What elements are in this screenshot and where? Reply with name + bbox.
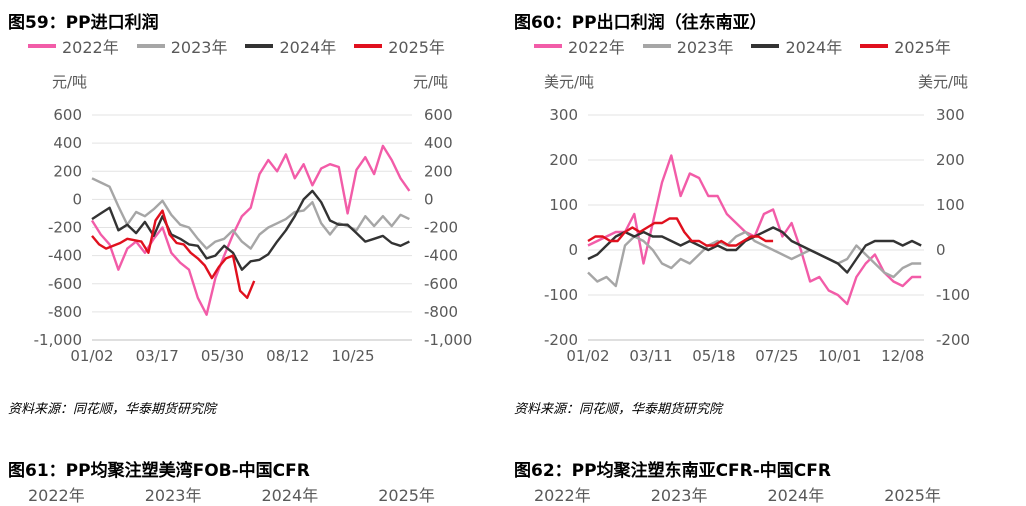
source-note: 资料来源：同花顺，华泰期货研究院 [514,402,723,417]
y-tick-label-right: -800 [424,303,458,321]
y-tick-label-left: 600 [53,106,82,124]
series-line-s2025 [91,209,256,300]
chart-title: 图59：PP进口利润 [8,13,159,33]
y-tick-label-right: -200 [424,219,458,237]
y-axis-unit-left: 元/吨 [52,73,88,91]
y-tick-label-left: -1,000 [34,331,82,349]
y-tick-label-left: -400 [48,247,82,265]
x-tick-label: 01/02 [70,347,113,365]
source-note: 资料来源：同花顺，华泰期货研究院 [8,402,217,417]
y-tick-label-left: 0 [568,241,578,259]
legend-item-2022: 2022年 [28,34,119,58]
y-tick-label-right: -1,000 [424,331,472,349]
y-tick-label-left: -200 [544,331,578,349]
y-tick-label-left: 200 [53,162,82,180]
legend-item-2024: 2024年 [245,34,336,58]
x-tick-label: 05/30 [201,347,244,365]
y-axis-unit-right: 美元/吨 [918,73,969,91]
y-tick-label-right: 200 [424,162,453,180]
x-tick-label: 05/18 [692,347,735,365]
y-tick-label-right: 600 [424,106,453,124]
y-tick-label-right: -200 [936,331,970,349]
y-tick-label-left: 300 [549,106,578,124]
legend-item-2024: 2024年 [751,34,842,58]
series-line-s2024 [91,189,410,271]
y-tick-label-right: 100 [936,196,965,214]
legend-item-2023: 2023年 [642,34,733,58]
y-tick-label-right: 400 [424,134,453,152]
chart-legend: 2022年 2023年 2024年 2025年 [28,34,463,58]
x-tick-label: 07/25 [755,347,798,365]
y-tick-label-right: -400 [424,247,458,265]
legend-item-2025: 2025年 [354,34,445,58]
series-line-s2025 [587,217,774,247]
y-tick-label-right: -600 [424,275,458,293]
y-axis-unit-left: 美元/吨 [544,73,595,91]
y-axis-unit-right: 元/吨 [413,73,449,91]
y-tick-label-left: 100 [549,196,578,214]
series-line-s2023 [587,230,922,288]
chart-panel-right: 图60：PP出口利润（往东南亚） 2022年 2023年 2024年 2025年… [506,0,1019,505]
y-tick-label-right: -100 [936,286,970,304]
y-tick-label-left: 400 [53,134,82,152]
y-tick-label-right: 300 [936,106,965,124]
next-figure-legend: 2022年 2023年 2024年 2025年 [28,486,435,505]
y-tick-label-right: 0 [936,241,946,259]
chart-legend: 2022年 2023年 2024年 2025年 [534,34,969,58]
next-figure-title: 图62：PP均聚注塑东南亚CFR-中国CFR [514,461,831,481]
y-tick-label-left: 200 [549,151,578,169]
x-tick-label: 10/25 [331,347,374,365]
legend-item-2023: 2023年 [136,34,227,58]
series-line-s2022 [90,144,411,316]
y-tick-label-right: 200 [936,151,965,169]
y-tick-label-left: -600 [48,275,82,293]
next-figure-legend: 2022年 2023年 2024年 2025年 [534,486,941,505]
series-line-s2023 [91,177,410,250]
x-tick-label: 10/01 [818,347,861,365]
y-tick-label-right: 0 [424,190,434,208]
chart-title: 图60：PP出口利润（往东南亚） [514,13,767,33]
x-tick-label: 08/12 [266,347,309,365]
y-tick-label-left: -200 [48,219,82,237]
y-tick-label-left: 0 [72,190,82,208]
x-tick-label: 03/11 [629,347,672,365]
y-tick-label-left: -100 [544,286,578,304]
x-tick-label: 01/02 [566,347,609,365]
y-tick-label-left: -800 [48,303,82,321]
chart-panel-left: 图59：PP进口利润 2022年 2023年 2024年 2025年 元/吨 元… [0,0,513,505]
legend-item-2022: 2022年 [534,34,625,58]
line-chart-import-profit: 600 600 400 400 200 200 0 0 -200 -200 -400 -400 -600… [34,106,473,365]
legend-item-2025: 2025年 [860,34,951,58]
x-tick-label: 12/08 [881,347,924,365]
next-figure-title: 图61：PP均聚注塑美湾FOB-中国CFR [8,461,310,481]
x-tick-label: 03/17 [136,347,179,365]
